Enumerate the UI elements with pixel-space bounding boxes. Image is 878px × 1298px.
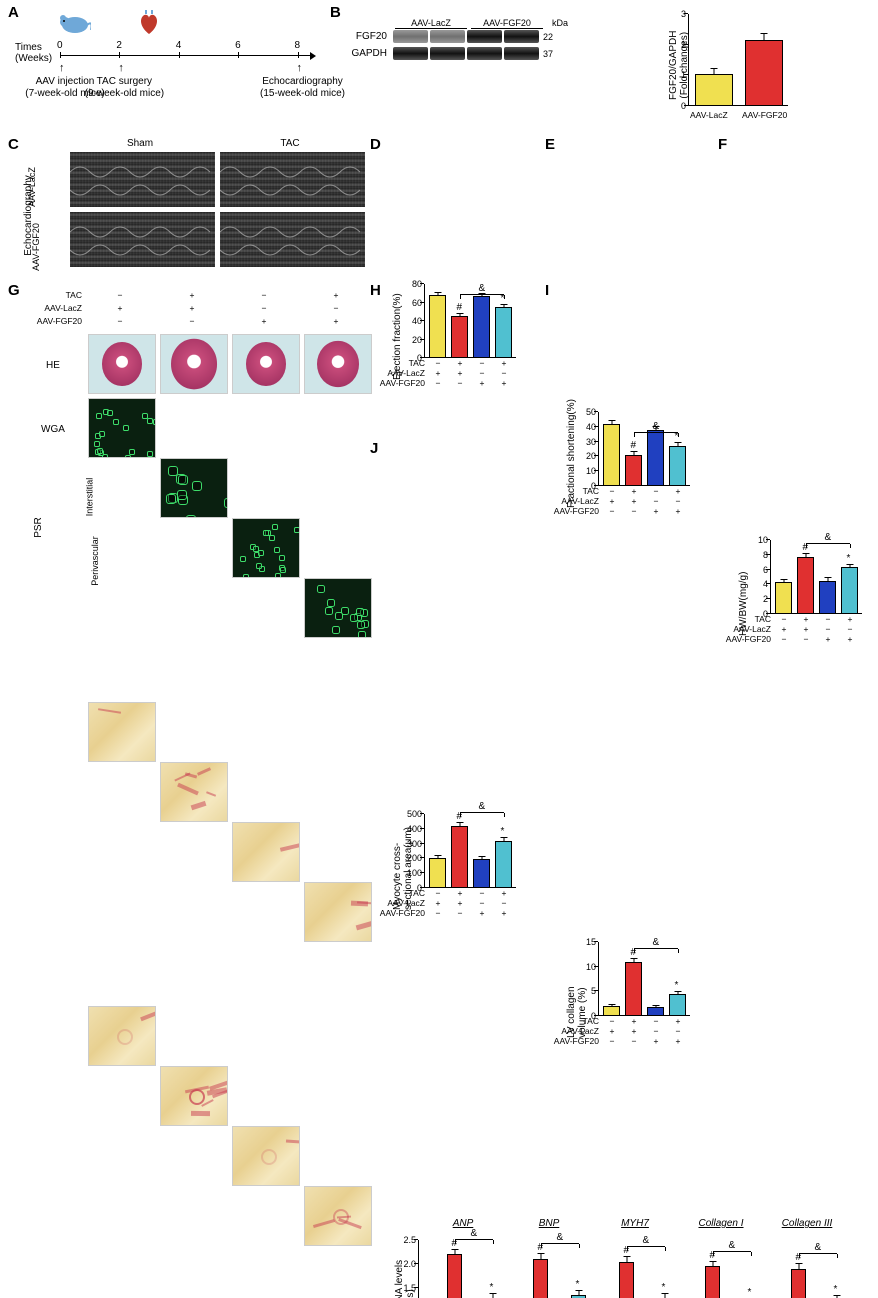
panel-g-histo: TAC−+−+ AAV-LacZ++−− AAV-FGF20−−++ HEWGA…	[26, 290, 366, 640]
panel-label-j: J	[370, 440, 378, 457]
wb-band	[393, 30, 428, 43]
he-image	[232, 334, 300, 394]
echo-trace	[70, 152, 215, 207]
panel-f-chart: HW/BW(mg/g) 0 2 4 6 8 10 #	[732, 526, 877, 654]
wb-band	[430, 47, 465, 60]
panel-c-echo: Echocardiography AAV-LacZ AAV-FGF20 Sham…	[20, 150, 360, 276]
timeline-axis	[60, 55, 310, 56]
wga-image	[304, 578, 372, 638]
row-psr: PSR	[33, 517, 44, 538]
wb-kda: 37	[539, 49, 553, 59]
psr-sub: Perivascular	[90, 536, 100, 586]
wb-protein: GAPDH	[345, 48, 393, 59]
wga-image	[232, 518, 300, 578]
heart-icon	[137, 10, 161, 36]
panel-i-chart: LV collagenvolume (%) 0 5 10 15 #	[560, 928, 715, 1056]
b-xlabel-1: AAV-FGF20	[742, 110, 787, 120]
panel-label-f: F	[718, 136, 727, 153]
panel-b-wb: AAV-LacZ AAV-FGF20 kDa FGF20 22 GAPDH 37	[345, 18, 625, 64]
wb-band	[504, 47, 539, 60]
c-row0: AAV-LacZ	[27, 167, 37, 207]
he-image	[88, 334, 156, 394]
panel-label-i: I	[545, 282, 549, 299]
wb-header-lacz: AAV-LacZ	[393, 18, 469, 28]
gene-title: MYH7	[596, 1218, 674, 1229]
row-wga: WGA	[41, 424, 65, 435]
echo-trace	[70, 212, 215, 267]
wb-header-fgf20: AAV-FGF20	[469, 18, 545, 28]
psr-image	[232, 1126, 300, 1186]
panel-j-chart: Relative mRNA levels(Fold changes) 0 0.5…	[386, 1216, 876, 1298]
c-col0: Sham	[70, 138, 210, 149]
panel-a-timeline: Times(Weeks) 0 2 4 6 8 ↑ AAV injection(7…	[20, 10, 320, 130]
psr-image	[88, 1006, 156, 1066]
panel-label-b: B	[330, 4, 341, 21]
wb-protein: FGF20	[345, 31, 393, 42]
wb-band	[504, 30, 539, 43]
panel-h-chart: Myocyte cross-sectional area(μm) 0 100 2…	[386, 800, 541, 928]
psr-image	[160, 1066, 228, 1126]
wb-band	[467, 47, 502, 60]
psr-image	[304, 882, 372, 942]
wb-band	[393, 47, 428, 60]
echo-trace	[220, 152, 365, 207]
psr-image	[232, 822, 300, 882]
wb-band	[430, 30, 465, 43]
echo-trace	[220, 212, 365, 267]
panel-label-g: G	[8, 282, 20, 299]
psr-image	[88, 702, 156, 762]
b-xlabel-0: AAV-LacZ	[690, 110, 728, 120]
panel-label-a: A	[8, 4, 19, 21]
wga-image	[88, 398, 156, 458]
wb-band	[467, 30, 502, 43]
psr-image	[160, 762, 228, 822]
mouse-icon	[55, 10, 91, 36]
gene-title: ANP	[424, 1218, 502, 1229]
panel-e-chart: Fractional shortening(%) 0 10 20 30 40 5…	[560, 398, 715, 526]
panel-label-e: E	[545, 136, 555, 153]
row-he: HE	[46, 360, 60, 371]
c-col1: TAC	[220, 138, 360, 149]
he-image	[160, 334, 228, 394]
wb-kda: 22	[539, 32, 553, 42]
panel-d-chart: Ejection fraction(%) 0 20 40 60 80 #	[386, 270, 541, 398]
wga-image	[160, 458, 228, 518]
panel-b-chart: FGF20/GAPDH(Fold changes) 0 1 2 3 # AAV-…	[660, 4, 820, 124]
c-row1: AAV-FGF20	[31, 223, 41, 271]
he-image	[304, 334, 372, 394]
times-label: Times(Weeks)	[15, 42, 52, 64]
psr-sub: Interstitial	[84, 478, 94, 517]
panel-label-d: D	[370, 136, 381, 153]
panel-label-c: C	[8, 136, 19, 153]
wb-kda-label: kDa	[545, 18, 575, 28]
gene-title: Collagen I	[682, 1218, 760, 1229]
gene-title: Collagen III	[768, 1218, 846, 1229]
psr-image	[304, 1186, 372, 1246]
gene-title: BNP	[510, 1218, 588, 1229]
